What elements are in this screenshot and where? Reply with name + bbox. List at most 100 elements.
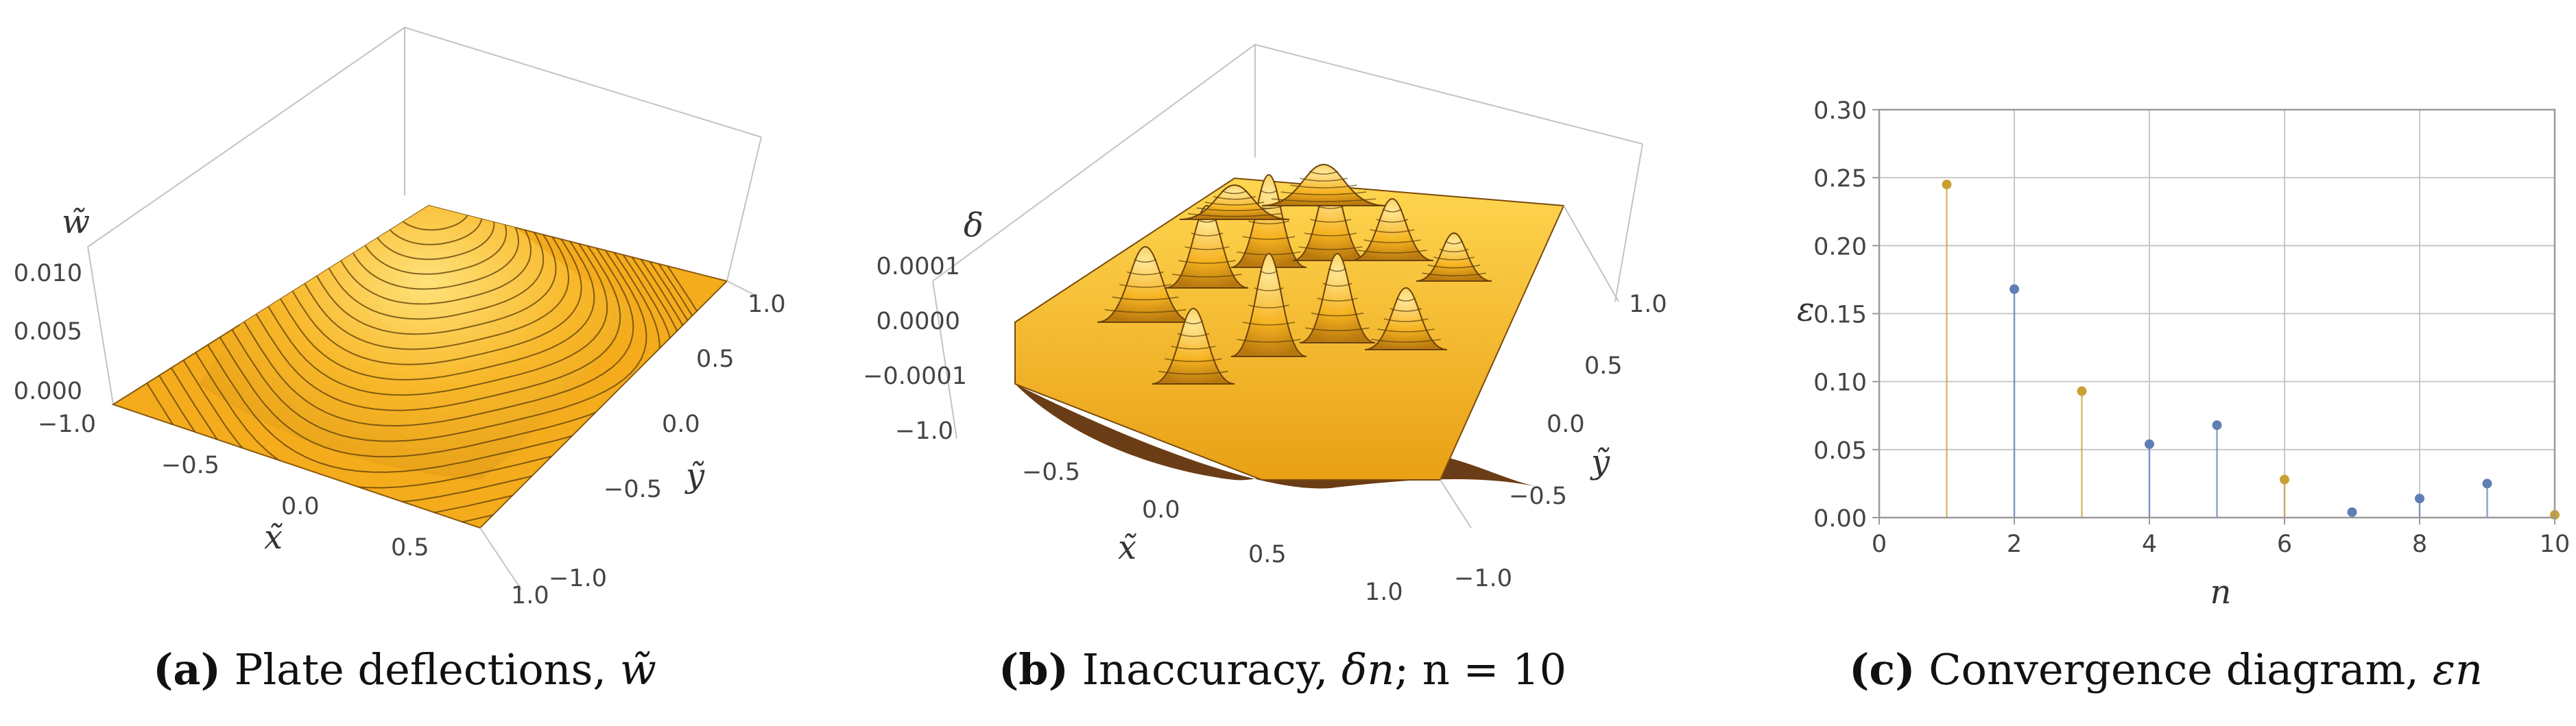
contour-line — [1119, 284, 1171, 288]
contour-line — [344, 206, 520, 290]
caption-math: w̃ — [619, 644, 656, 694]
x-tick-label: 8 — [2412, 531, 2427, 558]
x-axis-ticks: 0 2 4 6 8 10 — [1872, 518, 2570, 558]
x-tick: 1.0 — [511, 582, 549, 609]
y-tick-label: 0.10 — [1813, 370, 1867, 397]
x-tick-label: 10 — [2540, 531, 2571, 558]
contour-line — [1390, 308, 1422, 312]
contour-line — [1280, 191, 1367, 195]
stems — [1946, 184, 2556, 518]
data-point — [2212, 420, 2222, 431]
contour-line — [1444, 240, 1464, 245]
points — [1942, 180, 2560, 520]
x-tick: 0.5 — [1248, 541, 1287, 568]
caption-c: (c) Convergence diagram, εn — [1756, 644, 2576, 694]
contour-line — [294, 206, 570, 350]
data-point — [2415, 494, 2424, 504]
surface-peak — [1097, 245, 1194, 323]
contour-line — [1184, 246, 1230, 250]
y-tick-label: 0.30 — [1813, 97, 1867, 125]
contour-line — [1311, 312, 1364, 317]
x-tick-label: 4 — [2142, 531, 2157, 558]
contour-line — [1422, 272, 1486, 277]
x-tick: −0.5 — [1022, 459, 1080, 486]
contour-line — [1177, 332, 1210, 337]
contour-line — [1242, 322, 1296, 326]
y-tick-label: 0.20 — [1813, 233, 1867, 261]
caption-math: εn — [2432, 644, 2483, 694]
contour-line — [1254, 287, 1284, 291]
y-tick: 1.0 — [1629, 291, 1667, 318]
x-tick-label: 2 — [2007, 531, 2022, 558]
contour-line — [1248, 304, 1289, 308]
z-axis-ticks: 0.0001 0.0000 −0.0001 — [863, 253, 967, 390]
contour-line — [1171, 346, 1216, 350]
y-tick-label: 0.15 — [1813, 302, 1867, 329]
contour-line — [1328, 267, 1347, 272]
contour-line — [1259, 189, 1278, 194]
z-axis-label: w̃ — [62, 203, 90, 241]
contour-line — [1322, 282, 1352, 287]
contour-line — [269, 206, 595, 380]
caption-tag: (a) — [153, 644, 221, 694]
data-point — [2280, 474, 2289, 485]
x-axis-ticks: −1.0 −0.5 0.0 0.5 1.0 — [895, 418, 1403, 606]
plot-3d-deflection: 0.010 0.005 0.000 w̃ −1.0 −0.5 0.0 0.5 1… — [14, 26, 786, 609]
contour-line — [1317, 298, 1358, 302]
contour-line — [307, 206, 557, 335]
caption-text: Inaccuracy, — [1082, 644, 1328, 694]
y-tick: −1.0 — [549, 565, 607, 592]
contour-line — [1376, 219, 1409, 223]
plot-3d-inaccuracy: 0.0001 0.0000 −0.0001 δ −1.0 −0.5 0.0 0.… — [863, 43, 1667, 606]
panel-b-inaccuracy: 0.0001 0.0000 −0.0001 δ −1.0 −0.5 0.0 0.… — [850, 0, 1715, 726]
contour-line — [1213, 195, 1256, 200]
x-axis-label: n — [2210, 573, 2232, 612]
contour-line — [332, 206, 532, 305]
z-axis-ticks: 0.010 0.005 0.000 — [14, 260, 82, 405]
bounding-box-back — [932, 43, 1643, 439]
contour-line — [282, 206, 582, 365]
contour-line — [1304, 232, 1357, 237]
y-tick: 0.5 — [696, 346, 735, 373]
contour-line — [1183, 320, 1204, 325]
bounding-box-front — [1440, 205, 1619, 529]
contour-line — [1165, 358, 1222, 363]
data-point — [2482, 479, 2492, 489]
z-tick: 0.0001 — [876, 253, 960, 280]
contour-line — [1305, 327, 1370, 332]
contour-line — [1197, 219, 1217, 223]
caption-text: Convergence diagram, — [1929, 644, 2419, 694]
data-point — [1942, 180, 1952, 190]
y-tick: −0.5 — [1509, 483, 1567, 510]
x-tick: 0.5 — [391, 534, 429, 561]
contour-line — [1134, 258, 1157, 263]
caption-tag: (b) — [998, 644, 1069, 694]
data-point — [2347, 507, 2357, 518]
surface-peak — [1230, 252, 1307, 357]
contour-line — [1315, 205, 1346, 209]
x-tick: 1.0 — [1365, 579, 1403, 606]
y-tick-label: 0.25 — [1813, 165, 1867, 193]
contour-line — [1188, 213, 1281, 217]
contour-line — [1248, 220, 1289, 225]
y-tick: 0.0 — [662, 411, 700, 438]
y-tick: 0.0 — [1547, 411, 1585, 438]
y-tick: 0.5 — [1584, 352, 1623, 380]
contour-line — [1158, 370, 1228, 375]
contour-line — [1309, 171, 1339, 175]
contour-line — [1196, 207, 1273, 212]
y-tick: −1.0 — [1454, 565, 1512, 592]
data-point — [2145, 439, 2154, 449]
contour-line — [1172, 274, 1242, 278]
y-axis-ticks: 1.0 0.5 0.0 −0.5 −1.0 — [1454, 291, 1667, 592]
contour-line — [1377, 328, 1435, 332]
y-axis-label: ỹ — [1590, 443, 1610, 481]
y-axis-label: ε — [1797, 291, 1815, 329]
x-tick: −1.0 — [895, 418, 953, 445]
x-tick-label: 6 — [2277, 531, 2292, 558]
y-tick-label: 0.00 — [1813, 505, 1867, 533]
contour-line — [1259, 270, 1278, 274]
contour-line — [1357, 250, 1427, 254]
contour-line — [1363, 239, 1421, 243]
x-tick: 0.0 — [281, 493, 320, 520]
